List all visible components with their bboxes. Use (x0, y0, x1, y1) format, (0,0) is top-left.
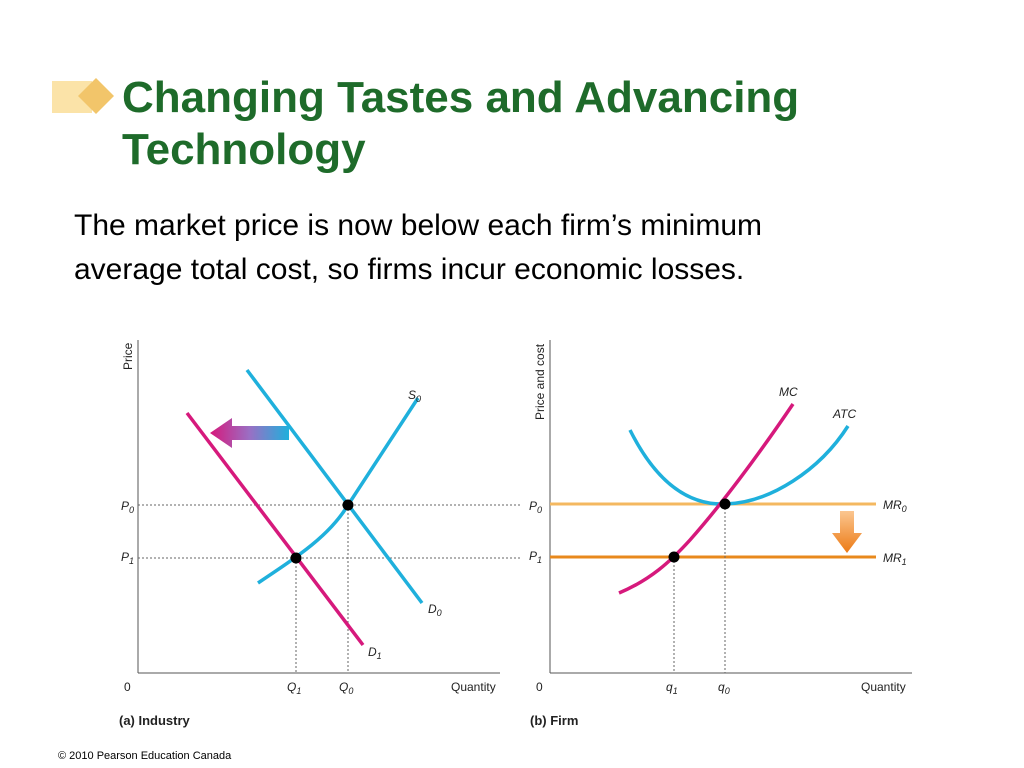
industry-p0-sub: 0 (129, 505, 134, 515)
firm-atc-label: ATC (832, 407, 856, 421)
firm-q1-sub: 1 (673, 686, 678, 696)
industry-demand-curve-d0 (245, 368, 424, 605)
industry-panel: Price Quantity 0 P0 P1 Q1 Q0 S0 D0 D1 (a… (119, 340, 520, 728)
industry-q1-label: Q1 (287, 680, 301, 696)
left-arrow-icon (210, 418, 289, 448)
firm-mr0-main: MR (883, 498, 902, 512)
firm-mr1-label: MR1 (883, 551, 907, 567)
industry-q1-main: Q (287, 680, 296, 694)
firm-mc-curve (618, 403, 795, 595)
firm-p0-sub: 0 (537, 505, 542, 515)
industry-p0-main: P (121, 499, 129, 513)
slide-body-text: The market price is now below each firm’… (74, 204, 934, 292)
firm-p0-label: P0 (529, 499, 542, 515)
industry-s0-sub: 0 (416, 394, 421, 404)
firm-mr0-label: MR0 (883, 498, 907, 514)
firm-q0-sub: 0 (725, 686, 730, 696)
copyright-notice: © 2010 Pearson Education Canada (58, 750, 232, 762)
industry-d1-sub: 1 (377, 651, 382, 661)
industry-s0-label: S0 (408, 388, 421, 404)
firm-mr1-main: MR (883, 551, 902, 565)
industry-d1-main: D (368, 645, 377, 659)
firm-caption: (b) Firm (530, 713, 578, 728)
industry-q0-label: Q0 (339, 680, 353, 696)
industry-equilibrium-0 (342, 499, 354, 511)
industry-q0-sub: 0 (348, 686, 353, 696)
slide-title-line-2: Technology (122, 125, 366, 174)
industry-d0-label: D0 (428, 602, 442, 618)
body-line-2: average total cost, so firms incur econo… (74, 253, 745, 286)
industry-q0-main: Q (339, 680, 348, 694)
industry-y-axis-label: Price (121, 342, 135, 370)
firm-q1-main: q (666, 680, 673, 694)
firm-point-1 (668, 551, 680, 563)
firm-p0-main: P (529, 499, 537, 513)
firm-x-axis-label: Quantity (861, 680, 906, 694)
firm-mr1-sub: 1 (902, 557, 907, 567)
industry-demand-curve-d1 (185, 411, 365, 647)
firm-y-axis-label: Price and cost (533, 343, 547, 420)
firm-q1-label: q1 (666, 680, 678, 696)
industry-x-axis-label: Quantity (451, 680, 496, 694)
slide-title: Changing Tastes and Advancing Technology (122, 72, 982, 176)
firm-mr0-sub: 0 (902, 504, 907, 514)
industry-d0-main: D (428, 602, 437, 616)
firm-q0-main: q (718, 680, 725, 694)
firm-panel: Price and cost Quantity 0 P0 P1 q1 q0 MC… (529, 340, 912, 728)
industry-p1-sub: 1 (129, 556, 134, 566)
industry-d0-sub: 0 (437, 608, 442, 618)
firm-q0-label: q0 (718, 680, 730, 696)
firm-mc-label: MC (779, 385, 798, 399)
industry-p0-label: P0 (121, 499, 134, 515)
title-bullet-icon (52, 78, 114, 114)
firm-p1-main: P (529, 549, 537, 563)
firm-point-0 (719, 498, 731, 510)
firm-p1-label: P1 (529, 549, 542, 565)
firm-origin-label: 0 (536, 680, 543, 694)
body-line-1: The market price is now below each firm’… (74, 209, 762, 242)
firm-p1-sub: 1 (537, 555, 542, 565)
industry-caption: (a) Industry (119, 713, 191, 728)
industry-origin-label: 0 (124, 680, 131, 694)
industry-q1-sub: 1 (296, 686, 301, 696)
industry-s0-main: S (408, 388, 416, 402)
industry-p1-main: P (121, 550, 129, 564)
firm-atc-curve (628, 425, 850, 506)
industry-d1-label: D1 (368, 645, 382, 661)
industry-equilibrium-1 (290, 552, 302, 564)
industry-p1-label: P1 (121, 550, 134, 566)
down-arrow-icon (832, 511, 862, 553)
slide-title-line-1: Changing Tastes and Advancing (122, 73, 800, 122)
